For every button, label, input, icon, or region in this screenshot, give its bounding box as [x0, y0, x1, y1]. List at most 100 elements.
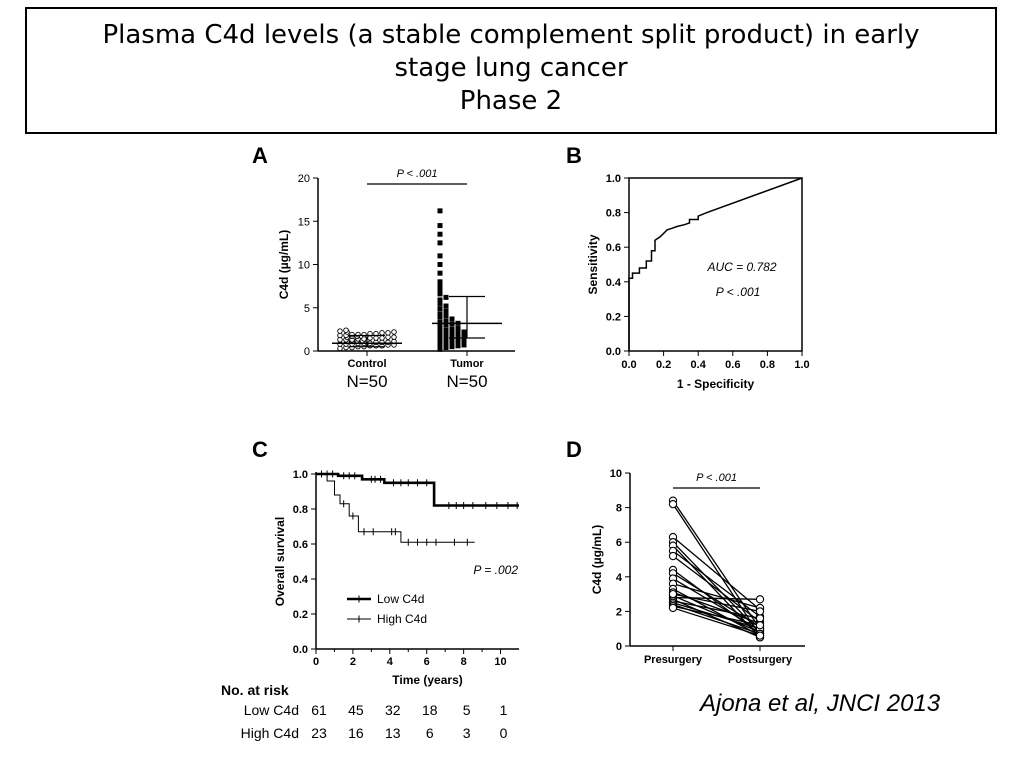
panel-c-risk-value: 18 — [422, 702, 438, 718]
panel-a-point-tumor — [437, 337, 443, 343]
panel-b-x-tick-label: 0.8 — [760, 359, 775, 371]
panel-a-point-tumor — [437, 287, 443, 293]
panel-c-y-tick-label: 0.0 — [293, 644, 308, 656]
panel-a-point-control — [385, 330, 391, 336]
panel-d-pair-line — [672, 569, 761, 635]
panel-a-point-control — [337, 328, 343, 334]
panel-a-point-tumor — [455, 326, 461, 332]
panel-a-point-tumor — [449, 321, 455, 327]
panel-a-point-tumor — [437, 306, 443, 312]
panel-c-x-tick-label: 8 — [461, 656, 467, 668]
panel-d-pair-line — [672, 550, 761, 618]
panel-a-group-size: N=50 — [346, 372, 387, 391]
panel-c-curve-low-c4d — [316, 472, 519, 507]
panel-c-risk-value: 0 — [500, 725, 508, 741]
panel-d-y-tick-label: 10 — [610, 468, 622, 480]
panel-a-point-control — [379, 330, 385, 336]
panel-d-point-presurgery — [668, 589, 678, 599]
panel-a-point-tumor — [437, 328, 443, 334]
citation: Ajona et al, JNCI 2013 — [700, 690, 941, 717]
panel-a-y-axis-label: C4d (µg/mL) — [277, 230, 291, 300]
panel-a-point-control — [391, 334, 397, 340]
panel-b-frame — [628, 177, 803, 352]
panel-d-y-tick-label: 0 — [616, 641, 622, 653]
panel-c-x-tick-label: 2 — [350, 656, 356, 668]
panel-a-point-tumor — [437, 300, 443, 306]
panel-c-risk-value: 1 — [500, 702, 508, 718]
panel-label-d: D — [566, 437, 582, 462]
panel-b-x-tick-label: 0.2 — [656, 359, 671, 371]
panel-c-x-axis-label: Time (years) — [392, 673, 462, 687]
panel-d-x-tick-label: Postsurgery — [728, 654, 793, 666]
panel-d-pair-line — [672, 500, 761, 630]
panel-a-point-control — [349, 331, 355, 338]
panel-c-risk-value: 13 — [385, 725, 401, 741]
panel-d-point-presurgery — [668, 603, 678, 613]
panel-d-point-postsurgery — [755, 595, 765, 604]
panel-a-point-tumor — [437, 231, 443, 237]
panel-d-point-postsurgery — [755, 607, 765, 616]
panel-a-y-tick-label: 0 — [304, 346, 310, 358]
panel-a-point-control — [355, 331, 361, 338]
panel-a-point-tumor — [443, 332, 449, 338]
panel-d-y-tick-label: 8 — [616, 503, 622, 515]
panel-d-point-postsurgery — [755, 631, 765, 640]
panel-d-pair-line — [672, 555, 761, 623]
panel-a-point-tumor — [461, 329, 467, 335]
panel-a-point-tumor — [437, 253, 443, 259]
panel-d-y-tick-label: 6 — [616, 537, 622, 549]
panel-a-point-tumor — [461, 333, 467, 339]
panel-a-point-tumor — [449, 326, 455, 332]
panel-a-group-size: N=50 — [446, 372, 487, 391]
panel-a-point-tumor — [455, 330, 461, 336]
panel-d-pair-line — [672, 600, 761, 619]
panel-d-pair-line — [672, 503, 761, 636]
panel-a-point-tumor — [449, 339, 455, 345]
panel-c-risk-value: 23 — [311, 725, 327, 741]
panel-c-risk-row-label: High C4d — [241, 725, 299, 741]
panel-a-point-tumor — [437, 283, 443, 289]
panel-b-y-tick-label: 0.4 — [606, 277, 622, 289]
panel-b-y-tick-label: 1.0 — [606, 173, 621, 185]
panel-a-point-tumor — [455, 334, 461, 340]
panel-d-pair-line — [672, 583, 761, 609]
panel-label-a: A — [252, 143, 268, 168]
panel-d-pair-line — [672, 595, 761, 633]
panel-a-point-tumor — [437, 345, 443, 351]
panel-a-point-tumor — [437, 291, 443, 297]
panel-d-point-presurgery — [668, 551, 678, 561]
panel-c-y-tick-label: 0.4 — [293, 574, 309, 586]
panel-c-p-value: P = .002 — [473, 563, 518, 577]
panel-c-y-tick-label: 0.2 — [293, 609, 308, 621]
panel-a-y-tick-label: 10 — [298, 260, 310, 272]
panel-a-y-tick-label: 5 — [304, 303, 310, 315]
panel-a-point-tumor — [443, 294, 449, 300]
panel-b-p-value: P < .001 — [716, 285, 761, 299]
panel-a-point-tumor — [437, 314, 443, 320]
panel-d-pair-line — [672, 607, 761, 637]
panel-d-pair-line — [672, 596, 761, 600]
panel-d-pair-line — [672, 536, 761, 611]
panel-label-b: B — [566, 143, 582, 168]
panel-c-risk-value: 6 — [426, 725, 434, 741]
panel-a-point-control — [343, 327, 349, 333]
panel-a-point-tumor — [443, 322, 449, 328]
panel-c-risk-value: 3 — [463, 725, 471, 741]
panel-a-point-tumor — [437, 279, 443, 285]
panel-b-x-tick-label: 0.4 — [691, 359, 707, 371]
panel-b-y-tick-label: 0.2 — [606, 311, 621, 323]
panel-b-roc-curve — [628, 177, 803, 351]
panel-a-point-control — [361, 331, 367, 338]
panel-c-risk-value: 5 — [463, 702, 471, 718]
panel-a-point-tumor — [443, 303, 449, 309]
panel-a-point-tumor — [437, 332, 443, 338]
panel-a-point-tumor — [437, 208, 443, 214]
panel-c-y-tick-label: 0.6 — [293, 539, 308, 551]
panel-a-point-tumor — [443, 336, 449, 342]
panel-c-x-tick-label: 6 — [424, 656, 430, 668]
panel-a-x-tick-label: Tumor — [450, 358, 484, 370]
panel-d-pair-line — [672, 541, 761, 633]
panel-b-auc: AUC = 0.782 — [706, 260, 776, 274]
panel-a-point-tumor — [443, 340, 449, 346]
